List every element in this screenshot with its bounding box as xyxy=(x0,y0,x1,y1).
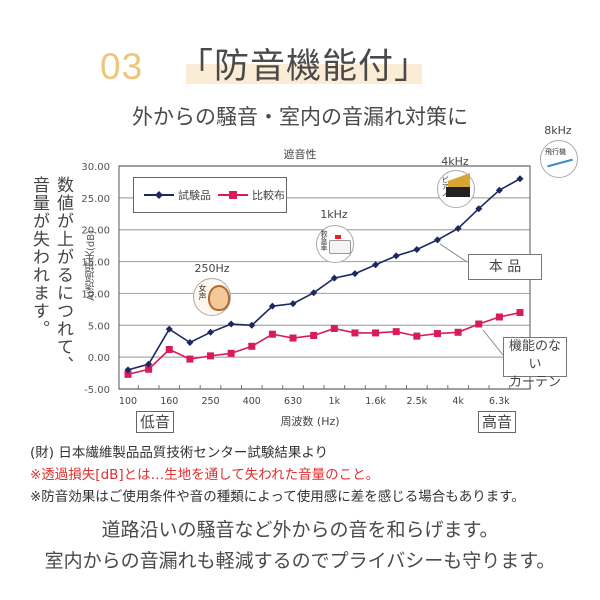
legend-marker-test-product xyxy=(144,191,174,199)
chart-title: 遮音性 xyxy=(283,148,317,161)
svg-text:100: 100 xyxy=(119,396,137,407)
legend-marker-comparison xyxy=(218,191,248,199)
annotation-4khz-label: 4kHz xyxy=(441,155,469,168)
svg-text:2.5k: 2.5k xyxy=(407,396,428,407)
callout-product: 本 品 xyxy=(468,254,542,280)
svg-text:1.6k: 1.6k xyxy=(365,396,386,407)
svg-text:400: 400 xyxy=(243,396,261,407)
closing-line-2: 室内からの音漏れも軽減するのでプライバシーも守ります。 xyxy=(44,550,556,572)
chart-series xyxy=(124,175,524,378)
callout-plain-curtain-line2: カーテン xyxy=(508,375,561,390)
closing-line-1: 道路沿いの騒音など外からの音を和らげます。 xyxy=(101,519,499,541)
annotation-8khz-label: 8kHz xyxy=(544,124,572,137)
svg-text:6.3k: 6.3k xyxy=(489,396,510,407)
high-frequency-label: 高音 xyxy=(478,411,517,433)
legend-label-test-product: 試験品 xyxy=(178,189,211,202)
svg-text:25.00: 25.00 xyxy=(81,194,110,205)
annotation-250hz-label: 250Hz xyxy=(194,262,230,275)
curtain-callout-leader xyxy=(482,329,504,356)
svg-text:10.00: 10.00 xyxy=(81,289,110,300)
svg-text:250: 250 xyxy=(201,396,219,407)
svg-text:30.00: 30.00 xyxy=(81,162,110,173)
callout-plain-curtain-line1: 機能のない xyxy=(508,339,561,372)
svg-text:160: 160 xyxy=(160,396,178,407)
side-note-line1: 数値が上がるにつれて、 xyxy=(53,176,73,374)
section-number: 03 xyxy=(100,46,144,87)
product-callout-leader xyxy=(439,243,468,263)
airplane-icon: 飛行機 xyxy=(540,140,578,178)
svg-text:5.00: 5.00 xyxy=(88,321,110,332)
svg-text:4k: 4k xyxy=(452,396,464,407)
y-tick-labels: 30.00 25.00 20.00 15.00 10.00 5.00 0.00 -5.00 xyxy=(81,162,110,396)
svg-text:15.00: 15.00 xyxy=(81,258,110,269)
piano-icon: ピアノ xyxy=(437,170,475,208)
title-highlight xyxy=(186,64,422,84)
svg-text:0.00: 0.00 xyxy=(88,353,110,364)
annotation-1khz-label: 1kHz xyxy=(320,208,348,221)
page-title: 「防音機能付」 xyxy=(178,47,431,87)
page-subtitle: 外からの騒音・室内の音漏れ対策に xyxy=(132,105,468,129)
x-tick-labels: 100 160 250 400 630 1k 1.6k 2.5k 4k 6.3k xyxy=(119,396,510,407)
footnote-source: (財) 日本繊維製品品質技術センター試験結果より xyxy=(30,445,329,461)
svg-text:-5.00: -5.00 xyxy=(84,385,110,396)
callout-plain-curtain: 機能のない カーテン xyxy=(503,337,567,390)
side-note-line2: 音量が失われます。 xyxy=(29,176,49,338)
svg-text:630: 630 xyxy=(284,396,302,407)
svg-text:20.00: 20.00 xyxy=(81,226,110,237)
chart-legend: 試験品 比較布 xyxy=(133,177,287,213)
low-frequency-label: 低音 xyxy=(136,411,175,433)
legend-label-comparison: 比較布 xyxy=(252,189,285,202)
footnote-definition: ※透過損失[dB]とは…生地を通して失われた音量のこと。 xyxy=(30,467,380,483)
ambulance-icon: 救急車 xyxy=(316,225,354,263)
svg-text:1k: 1k xyxy=(329,396,341,407)
x-axis-label: 周波数 (Hz) xyxy=(280,415,340,428)
footnote-disclaimer: ※防音効果はご使用条件や音の種類によって使用感に差を感じる場合もあります。 xyxy=(30,489,525,505)
woman-voice-icon: 女声 xyxy=(193,278,231,316)
